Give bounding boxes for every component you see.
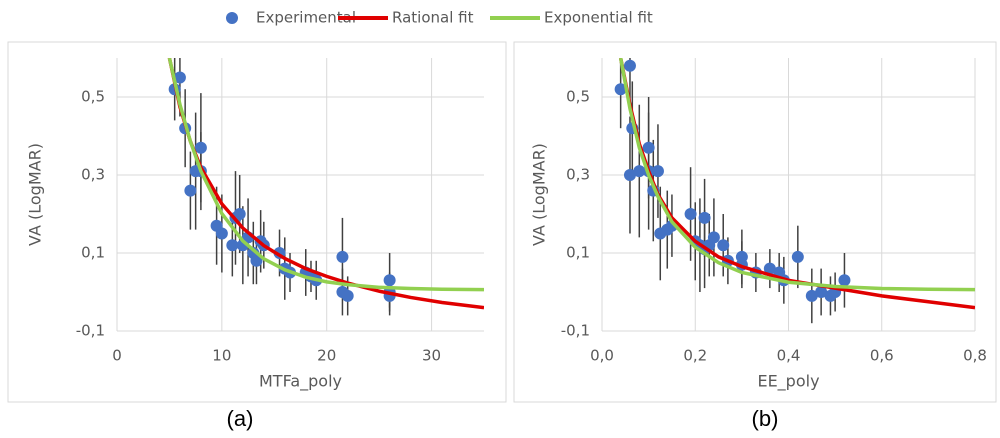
data-point bbox=[642, 141, 655, 154]
data-point bbox=[815, 286, 828, 298]
data-point bbox=[838, 274, 851, 287]
data-point bbox=[633, 165, 646, 178]
data-point bbox=[684, 208, 697, 220]
x-tick-label: 0,0 bbox=[590, 347, 614, 365]
data-point bbox=[651, 165, 664, 178]
data-point bbox=[194, 141, 207, 154]
y-tick-label: 0,3 bbox=[81, 166, 105, 184]
y-axis-title: VA (LogMAR) bbox=[530, 143, 549, 246]
x-axis-title: EE_poly bbox=[757, 372, 819, 392]
plot-area bbox=[614, 58, 975, 324]
data-point bbox=[215, 227, 228, 240]
fit-line bbox=[167, 58, 484, 292]
data-point bbox=[707, 231, 720, 244]
data-point bbox=[623, 59, 636, 72]
x-tick-label: 20 bbox=[317, 347, 336, 365]
data-point bbox=[698, 211, 711, 224]
y-axis-title: VA (LogMAR) bbox=[26, 143, 45, 246]
data-point bbox=[226, 239, 239, 252]
legend-label: Exponential fit bbox=[544, 9, 653, 27]
x-tick-label: 0,4 bbox=[777, 347, 801, 365]
panel-label: (a) bbox=[227, 406, 254, 431]
x-tick-label: 0,8 bbox=[963, 347, 987, 365]
data-point bbox=[233, 208, 246, 220]
data-point bbox=[791, 250, 804, 263]
y-tick-label: -0,1 bbox=[561, 322, 590, 340]
data-point bbox=[763, 262, 776, 275]
x-tick-label: 30 bbox=[422, 347, 441, 365]
panel-frame bbox=[7, 41, 507, 403]
data-point bbox=[805, 289, 818, 302]
x-tick-label: 0,6 bbox=[870, 347, 894, 365]
data-point bbox=[383, 274, 396, 287]
data-point bbox=[341, 289, 354, 302]
panel-label: (b) bbox=[752, 406, 779, 431]
x-axis-title: MTFa_poly bbox=[259, 372, 342, 392]
data-point bbox=[184, 184, 197, 197]
data-point bbox=[717, 239, 730, 252]
x-tick-label: 0,2 bbox=[683, 347, 707, 365]
x-tick-label: 0 bbox=[112, 347, 122, 365]
legend-label: Experimental bbox=[256, 9, 356, 27]
fit-line bbox=[618, 58, 975, 292]
plot-area bbox=[167, 58, 484, 316]
legend-marker bbox=[226, 12, 238, 24]
y-tick-label: -0,1 bbox=[76, 322, 105, 340]
x-tick-label: 10 bbox=[212, 347, 231, 365]
y-tick-label: 0,3 bbox=[566, 166, 590, 184]
y-tick-label: 0,5 bbox=[566, 88, 590, 106]
data-point bbox=[623, 169, 636, 181]
panel-frame bbox=[513, 41, 997, 403]
y-tick-label: 0,1 bbox=[81, 244, 105, 262]
y-tick-label: 0,1 bbox=[566, 244, 590, 262]
y-tick-label: 0,5 bbox=[81, 88, 105, 106]
legend-label: Rational fit bbox=[392, 9, 474, 27]
data-point bbox=[336, 250, 349, 263]
data-point bbox=[250, 254, 263, 267]
data-point bbox=[173, 71, 186, 84]
data-point bbox=[614, 83, 627, 96]
